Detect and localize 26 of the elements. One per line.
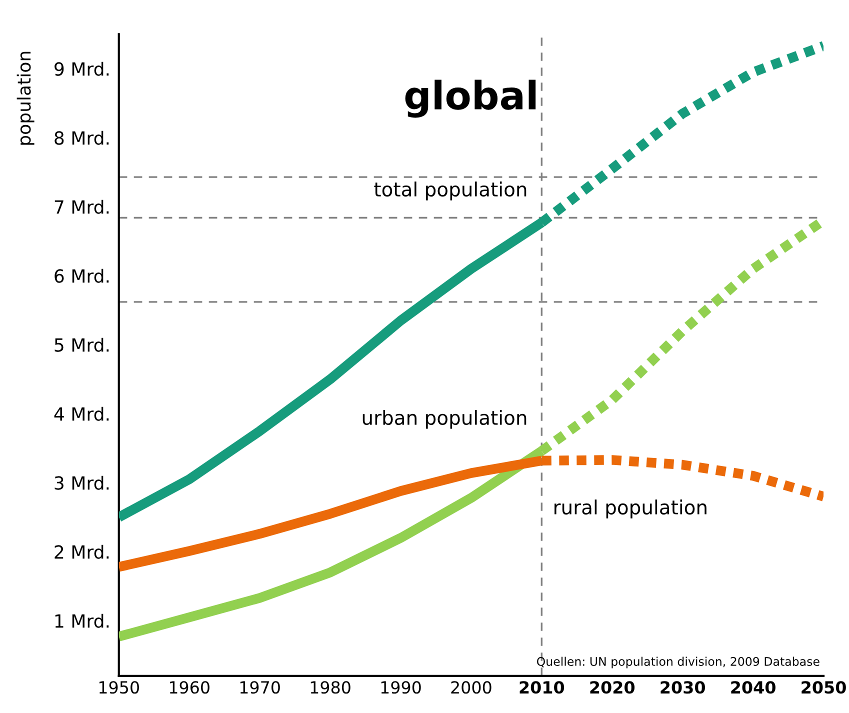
x-tick-label: 1970 [240,681,280,694]
text: rural population [554,500,706,518]
y-tick-label: 9 Mrd. [54,62,109,76]
x-tick-label: 1960 [170,681,210,694]
y-tick-label: 7 Mrd. [54,200,109,214]
annotation: Quellen: UN population division, 2009 Database [536,656,820,668]
x-tick-label: 1980 [310,681,350,694]
x-tick-label: 2050 [802,681,846,694]
x-tick-label: 1950 [99,681,139,694]
x-tick-label: 2040 [731,681,776,694]
x-tick-label: 2030 [660,681,705,694]
y-tick-label: 3 Mrd. [54,476,109,490]
y-tick-label: 8 Mrd. [54,130,109,145]
x-tick-label: 2000 [451,681,492,694]
y-tick-label: 2 Mrd. [54,544,109,559]
series-label: urban population [362,410,526,429]
y-tick-label: 1 Mrd. [55,614,109,628]
y-tick-label: 6 Mrd. [54,268,109,283]
x-tick-label: 1990 [381,681,421,694]
y-axis-title: population [16,52,34,145]
x-tick-label: 2010 [520,681,564,694]
y-tick-label: 4 Mrd. [54,406,109,421]
text: global [405,80,536,118]
x-tick-label: 2020 [590,681,635,694]
y-tick-label: 5 Mrd. [54,338,109,352]
series-label: total population [374,182,526,200]
